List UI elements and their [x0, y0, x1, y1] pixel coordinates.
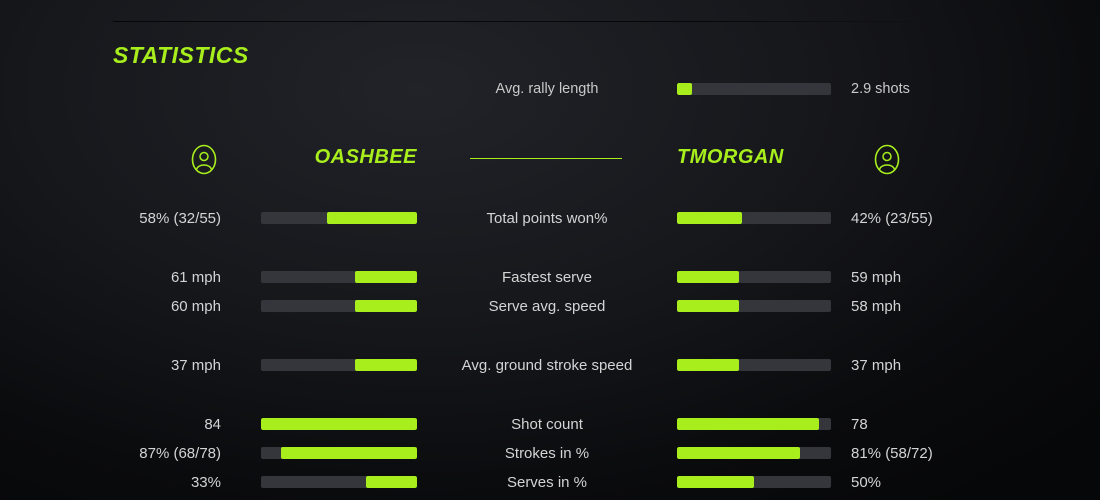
- rally-length-bar-fill: [677, 83, 693, 95]
- stat-row-fastest-serve: 61 mph Fastest serve 59 mph: [0, 263, 1051, 291]
- right-bar-track: [677, 300, 831, 312]
- left-bar-track: [261, 359, 417, 371]
- left-value: 33%: [190, 473, 221, 491]
- rally-length-label: Avg. rally length: [495, 81, 599, 97]
- left-bar-fill: [326, 212, 417, 224]
- stat-label: Serve avg. speed: [488, 297, 606, 315]
- players-divider-line: [470, 158, 622, 159]
- right-bar-fill: [677, 418, 819, 430]
- stat-label: Serves in %: [506, 473, 588, 491]
- stat-row-serve-avg-speed: 60 mph Serve avg. speed 58 mph: [0, 292, 1051, 320]
- stat-row-strokes-in: 87% (68/78) Strokes in % 81% (58/72): [0, 439, 1051, 467]
- left-bar-fill: [354, 359, 417, 371]
- left-value: 87% (68/78): [139, 444, 221, 462]
- left-bar-track: [261, 300, 417, 312]
- top-divider-line: [113, 21, 947, 22]
- right-value: 37 mph: [851, 356, 902, 374]
- right-bar-fill: [677, 447, 801, 459]
- rally-length-value: 2.9 shots: [851, 81, 910, 97]
- right-value: 50%: [851, 473, 882, 491]
- player-right-avatar-icon: [874, 144, 900, 175]
- right-bar-track: [677, 359, 831, 371]
- left-bar-fill: [354, 300, 417, 312]
- left-bar-track: [261, 418, 417, 430]
- stat-row-serves-in: 33% Serves in % 50%: [0, 468, 1051, 496]
- right-bar-fill: [677, 300, 739, 312]
- left-value: 61 mph: [170, 268, 221, 286]
- right-value: 42% (23/55): [851, 209, 933, 227]
- left-bar-track: [261, 476, 417, 488]
- left-bar-fill: [281, 447, 417, 459]
- stat-row-ground-stroke-speed: 37 mph Avg. ground stroke speed 37 mph: [0, 351, 1051, 379]
- right-bar-fill: [677, 212, 742, 224]
- stat-label: Total points won%: [486, 209, 608, 227]
- right-bar-track: [677, 476, 831, 488]
- right-bar-fill: [677, 271, 739, 283]
- right-value: 81% (58/72): [851, 444, 933, 462]
- right-value: 78: [851, 415, 868, 433]
- right-bar-fill: [677, 476, 754, 488]
- left-value: 58% (32/55): [139, 209, 221, 227]
- right-bar-track: [677, 447, 831, 459]
- left-bar-track: [261, 212, 417, 224]
- stat-label: Avg. ground stroke speed: [461, 356, 633, 374]
- right-bar-track: [677, 212, 831, 224]
- stat-label: Strokes in %: [504, 444, 590, 462]
- left-value: 60 mph: [170, 297, 221, 315]
- left-bar-track: [261, 447, 417, 459]
- right-bar-track: [677, 418, 831, 430]
- player-left-name: OASHBEE: [314, 146, 417, 168]
- right-bar-track: [677, 271, 831, 283]
- player-right-name: TMORGAN: [677, 146, 784, 168]
- left-bar-fill: [354, 271, 417, 283]
- stat-row-total-points: 58% (32/55) Total points won% 42% (23/55…: [0, 204, 1051, 232]
- stat-label: Fastest serve: [501, 268, 593, 286]
- left-value: 37 mph: [170, 356, 221, 374]
- right-value: 59 mph: [851, 268, 902, 286]
- right-value: 58 mph: [851, 297, 902, 315]
- player-left-avatar-icon: [191, 144, 217, 175]
- stat-row-shot-count: 84 Shot count 78: [0, 410, 1051, 438]
- rally-length-row: Avg. rally length 2.9 shots: [0, 75, 1051, 103]
- right-bar-fill: [677, 359, 739, 371]
- left-bar-track: [261, 271, 417, 283]
- left-bar-fill: [365, 476, 417, 488]
- page-title: STATISTICS: [113, 42, 249, 68]
- left-value: 84: [204, 415, 221, 433]
- left-bar-fill: [261, 418, 417, 430]
- rally-length-bar-track: [677, 83, 831, 95]
- stat-label: Shot count: [511, 415, 583, 433]
